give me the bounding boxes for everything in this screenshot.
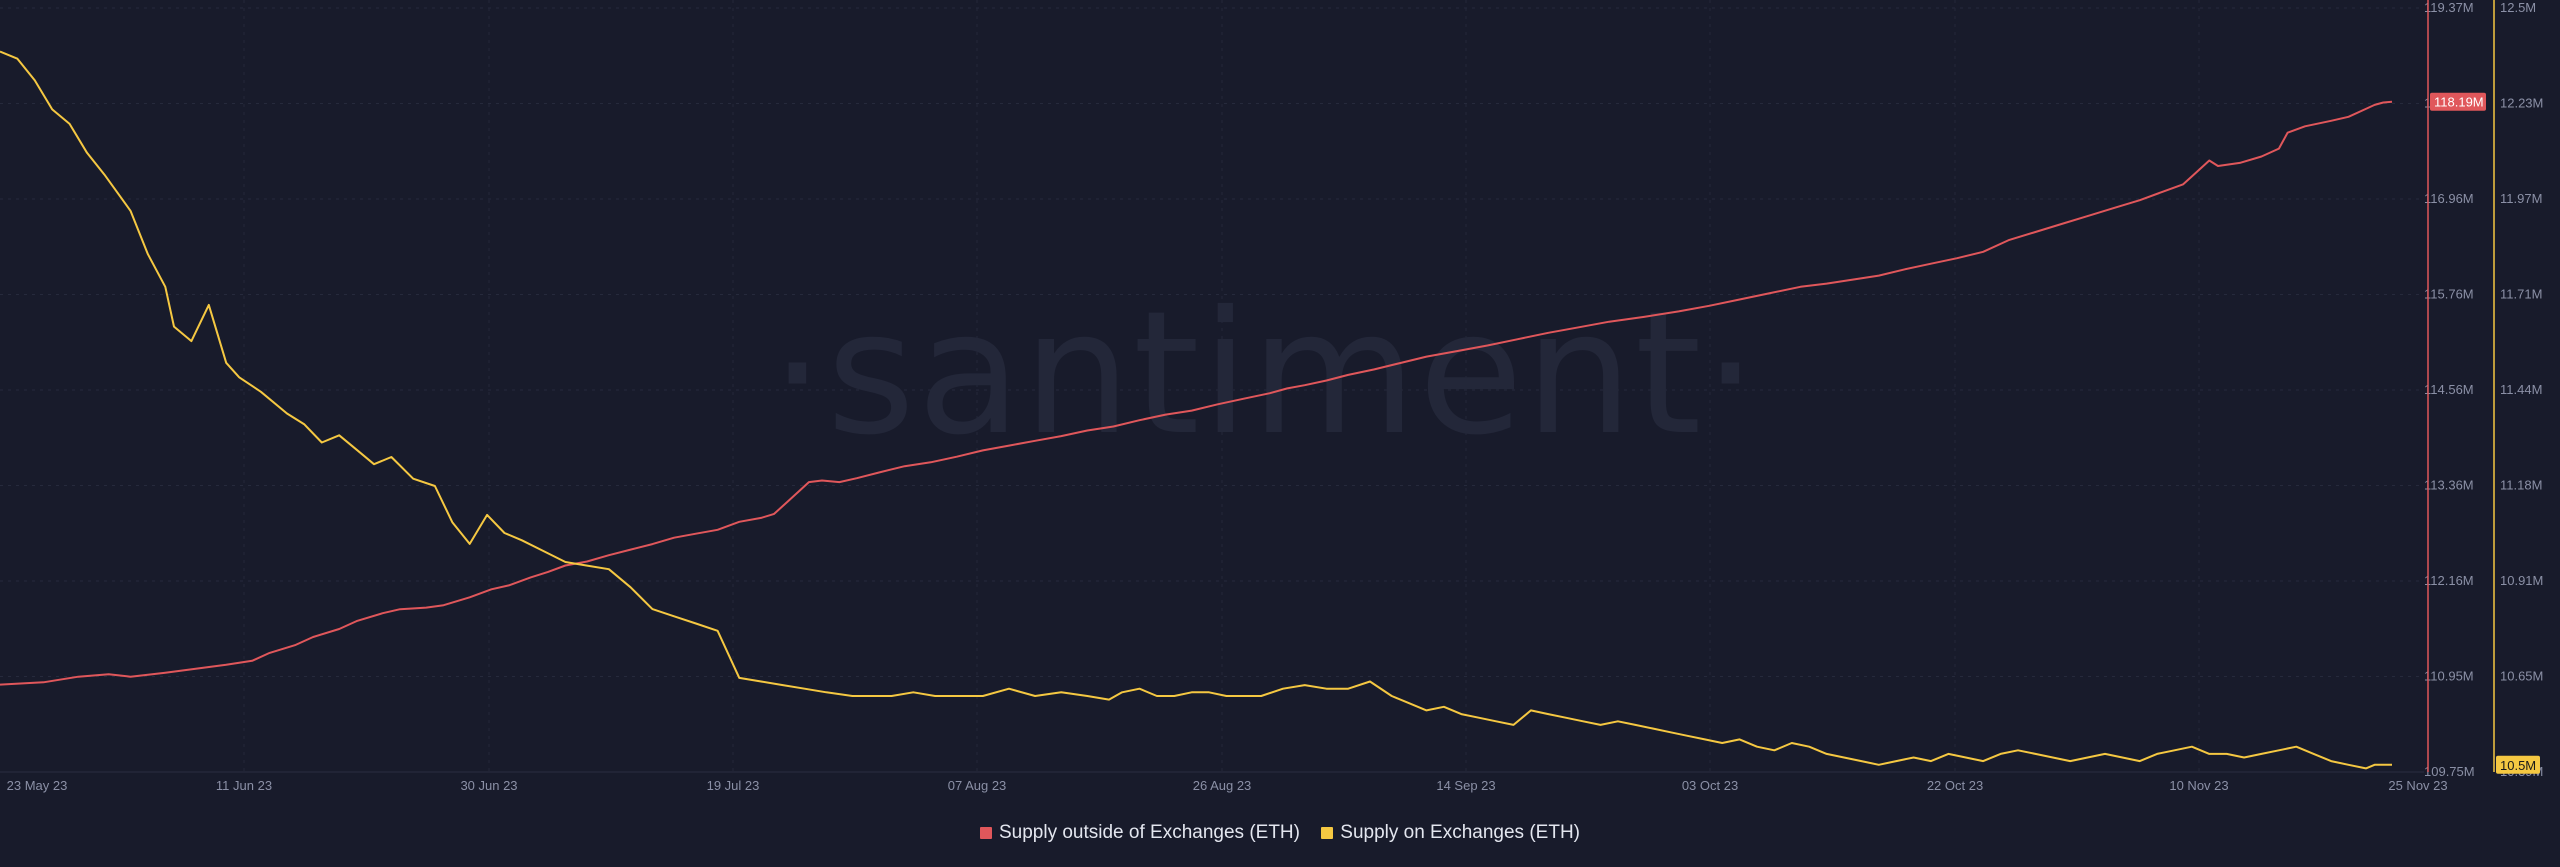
right-tick-label: 10.65M <box>2500 669 2543 684</box>
right-tick-label: 11.97M <box>2500 191 2542 206</box>
left-tick-label: 110.95M <box>2424 669 2474 684</box>
legend-swatch-on <box>1321 827 1334 839</box>
right-tick-label: 11.71M <box>2500 287 2542 302</box>
left-tick-label: 119.37M <box>2424 0 2474 15</box>
x-tick-label: 14 Sep 23 <box>1436 778 1495 793</box>
series-line-outside[interactable] <box>0 100 2393 686</box>
last-value-label-on: 10.5M <box>2500 758 2536 773</box>
x-tick-label: 23 May 23 <box>7 778 68 793</box>
x-tick-label: 07 Aug 23 <box>948 778 1007 793</box>
left-tick-label: 115.76M <box>2424 287 2474 302</box>
legend-item-outside[interactable]: Supply outside of Exchanges (ETH) <box>979 822 1300 844</box>
left-axis: 119.37M 118.19M 116.96M 115.76M 114.56M 113.3… <box>2424 0 2486 779</box>
watermark-text: ·santiment· <box>770 275 1759 473</box>
legend-swatch-outside <box>979 827 992 839</box>
series-line-on-exchanges[interactable] <box>0 50 2392 770</box>
right-tick-label: 11.44M <box>2500 382 2542 397</box>
legend-label-on: Supply on Exchanges (ETH) <box>1340 822 1580 843</box>
x-tick-label: 03 Oct 23 <box>1682 778 1738 793</box>
left-tick-label: 109.75M <box>2424 764 2475 779</box>
legend-label-outside: Supply outside of Exchanges (ETH) <box>998 822 1300 843</box>
right-tick-label: 11.18M <box>2500 478 2542 493</box>
right-tick-label: 10.91M <box>2500 573 2543 588</box>
x-axis: 23 May 23 11 Jun 23 30 Jun 23 19 Jul 23 07 A… <box>0 771 2448 793</box>
x-tick-label: 11 Jun 23 <box>216 778 272 793</box>
left-tick-label: 116.96M <box>2424 191 2474 206</box>
series-lines <box>0 50 2393 770</box>
x-tick-label: 26 Aug 23 <box>1193 778 1252 793</box>
right-axis: 12.5M 12.23M 11.97M 11.71M 11.44M 11.18M 10.91… <box>2493 0 2543 779</box>
x-tick-label: 30 Jun 23 <box>460 778 517 793</box>
legend: Supply outside of Exchanges (ETH) Supply… <box>0 822 2560 845</box>
x-tick-label: 22 Oct 23 <box>1927 778 1983 793</box>
last-value-badge-on <box>2496 755 2540 774</box>
left-tick-label: 113.36M <box>2424 478 2474 493</box>
last-value-label-outside: 118.19M <box>2434 95 2484 110</box>
last-value-badge-outside <box>2430 92 2486 111</box>
legend-item-on[interactable]: Supply on Exchanges (ETH) <box>1321 822 1580 844</box>
x-tick-label: 19 Jul 23 <box>707 778 760 793</box>
right-tick-label: 12.5M <box>2500 0 2536 15</box>
right-tick-label: 12.23M <box>2500 96 2543 111</box>
left-tick-label: 114.56M <box>2424 382 2474 397</box>
grid <box>0 0 2424 773</box>
x-tick-label: 10 Nov 23 <box>2169 778 2228 793</box>
x-tick-label: 25 Nov 23 <box>2388 778 2447 793</box>
left-tick-label: 112.16M <box>2424 573 2474 588</box>
